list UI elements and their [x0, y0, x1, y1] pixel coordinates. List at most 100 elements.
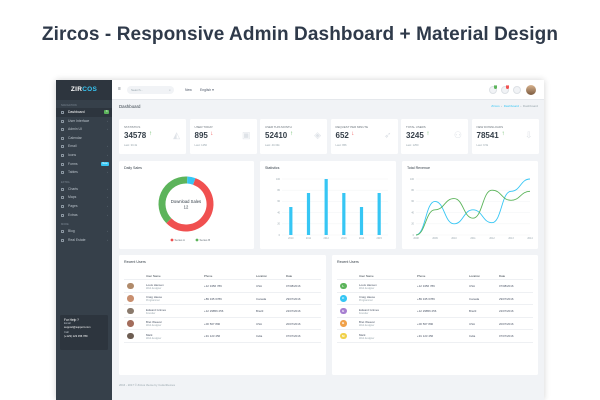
cell-phone: +12 3456 789 [204, 284, 222, 288]
avatar: E [340, 307, 347, 315]
table-row[interactable]: Louis Hansen Web designer +12 3456 789 USA 0… [124, 280, 321, 293]
star-icon [60, 213, 64, 217]
stat-last: Last: 9.5k [476, 144, 489, 147]
brand-logo[interactable]: ZIRCOS [56, 80, 112, 100]
sidebar-item-dashboard[interactable]: Dashboard 3 [56, 108, 112, 117]
user-avatar[interactable] [526, 84, 536, 95]
sidebar-item-label: Maps [68, 195, 77, 200]
table-row[interactable]: M Mark Web designer +91 123 456 India 07/07/2… [337, 330, 533, 343]
cell-date: 22/07/2016 [499, 309, 514, 313]
sidebar-item-charts[interactable]: Charts › [56, 185, 112, 194]
messages-icon[interactable]: 3 [501, 85, 509, 94]
recent-users-title-left: Recent Users [124, 260, 146, 264]
sidebar-item-admin-ui[interactable]: Admin UI › [56, 125, 112, 134]
stat-last: Last: 40.33k [265, 144, 280, 147]
y-tick-label: 0 [279, 234, 281, 237]
bar-2014[interactable] [359, 207, 364, 235]
topnav-new[interactable]: New [185, 88, 192, 92]
avatar [127, 282, 134, 290]
table-row[interactable]: C Craig Hause Programmer +89 345 6789 Canada… [337, 293, 533, 305]
sidebar-item-calendar[interactable]: Calendar [56, 134, 112, 143]
line-series-0[interactable] [415, 178, 531, 236]
sidebar-item-tables[interactable]: Tables › [56, 168, 112, 177]
user-role: Founder [359, 311, 369, 315]
cell-date: 20/07/2016 [286, 321, 301, 326]
bar-chart: 0 20 40 60 80 100 2010 2011 2012 2013 2014 2015 [276, 178, 388, 240]
cell-phone: +12 29856 256 [417, 309, 437, 313]
recent-users-card-right: Recent Users User Name Phone Location Date L… [332, 255, 538, 375]
recent-users-title-right: Recent Users [337, 260, 359, 264]
mail-icon [60, 145, 64, 149]
arrow-down-icon: ↓ [351, 131, 355, 137]
y-tick-label: 40 [277, 211, 280, 214]
breadcrumb-dashboard[interactable]: Dashboard [503, 104, 519, 108]
promo-title: Zircos - Responsive Admin Dashboard + Ma… [41, 24, 559, 45]
stat-value: 652 [335, 131, 349, 140]
bar-2011[interactable] [306, 193, 311, 235]
table-row[interactable]: L Louis Hansen Web designer +12 3456 789 USA… [337, 280, 533, 293]
sidebar-item-real-estate[interactable]: Real Estate › [56, 236, 112, 245]
cell-location: Brazil [469, 309, 477, 313]
sidebar-item-label: Forms [68, 161, 78, 166]
table-row[interactable]: Craig Hause Programmer +89 345 6789 Canada 2… [124, 293, 321, 305]
sidebar-item-email[interactable]: Email › [56, 142, 112, 151]
table-header: User Name Phone Location Date [124, 272, 321, 280]
sidebar-item-label: Blog [68, 229, 75, 234]
x-tick-label: 2014 [359, 237, 365, 240]
user-name-cell: Bret Weaver Web designer [146, 320, 162, 328]
avatar [127, 307, 134, 315]
y-tick-label: 60 [277, 200, 280, 203]
user-role: Web designer [146, 324, 162, 328]
user-name-cell: Louis Hansen Web designer [146, 283, 164, 291]
cell-date: 07/08/2016 [499, 284, 514, 288]
table-row[interactable]: E Edward Grimes Founder +12 29856 256 Brazil… [337, 305, 533, 318]
topbar: ≡ Search... ⌕ New English ▾ 9 3 [112, 80, 544, 100]
breadcrumb-home[interactable]: Zircos [491, 104, 500, 108]
bar-2012[interactable] [324, 179, 328, 235]
menu-toggle-icon[interactable]: ≡ [118, 86, 121, 92]
sidebar-item-icons[interactable]: Icons › [56, 151, 112, 160]
bar-2013[interactable] [342, 193, 346, 235]
x-tick-label: 2010 [451, 237, 457, 240]
donut-slice-1[interactable] [158, 176, 188, 224]
chevron-right-icon: › [107, 195, 108, 200]
brand-name-b: COS [82, 86, 98, 93]
table-row[interactable]: B Bret Weaver Web designer +00 567 890 USA 20… [337, 318, 533, 330]
sidebar-item-blog[interactable]: Blog › [56, 227, 112, 236]
sidebar-item-pages[interactable]: Pages › [56, 202, 112, 211]
help-box: For Help ? Email support@support.com Cal… [60, 315, 108, 350]
language-dropdown[interactable]: English ▾ [200, 80, 214, 100]
cell-location: Canada [256, 296, 267, 301]
sidebar-item-maps[interactable]: Maps › [56, 193, 112, 202]
sidebar-item-extras[interactable]: Extras › [56, 211, 112, 220]
column-header: Phone [204, 274, 213, 278]
sidebar-item-forms[interactable]: Forms New [56, 160, 112, 169]
help-email[interactable]: support@support.com [64, 326, 91, 330]
search-input[interactable]: Search... ⌕ [127, 86, 174, 94]
table-row[interactable]: Bret Weaver Web designer +00 567 890 USA 20/… [124, 318, 321, 330]
sidebar-item-label: Admin UI [68, 127, 82, 132]
table-row[interactable]: Edward Grimes Founder +12 29856 256 Brazil 2… [124, 305, 321, 318]
settings-gear-icon[interactable] [513, 85, 521, 94]
bar-2010[interactable] [289, 207, 293, 235]
avatar: M [340, 332, 347, 340]
x-tick-label: 2009 [432, 237, 438, 240]
line-series-1[interactable] [415, 189, 531, 236]
sidebar-item-user-interface[interactable]: User Interface › [56, 117, 112, 126]
donut-slice-2[interactable] [186, 176, 196, 185]
sidebar-nav: Navigation Dashboard 3 User Interface › Admin… [56, 100, 112, 244]
user-role: Web designer [359, 336, 375, 340]
statistics-card: Statistics 0 20 40 60 80 100 2010 2011 2012 2013 2… [260, 161, 396, 249]
statistics-title: Statistics [265, 166, 280, 170]
notification-bell-icon[interactable]: 9 [489, 85, 497, 94]
y-tick-label: 100 [276, 178, 281, 181]
y-tick-label: 40 [411, 211, 414, 214]
x-tick-label: 2013 [341, 237, 347, 240]
x-tick-label: 2011 [306, 237, 312, 240]
cell-location: India [469, 334, 476, 338]
table-row[interactable]: Mark Web designer +91 123 456 India 07/07/20… [124, 330, 321, 343]
help-phone: (+123) 123 456 789 [64, 334, 88, 338]
legend-label: Series A [175, 238, 186, 242]
bar-2015[interactable] [377, 193, 381, 235]
donut-slice-0[interactable] [166, 178, 214, 232]
